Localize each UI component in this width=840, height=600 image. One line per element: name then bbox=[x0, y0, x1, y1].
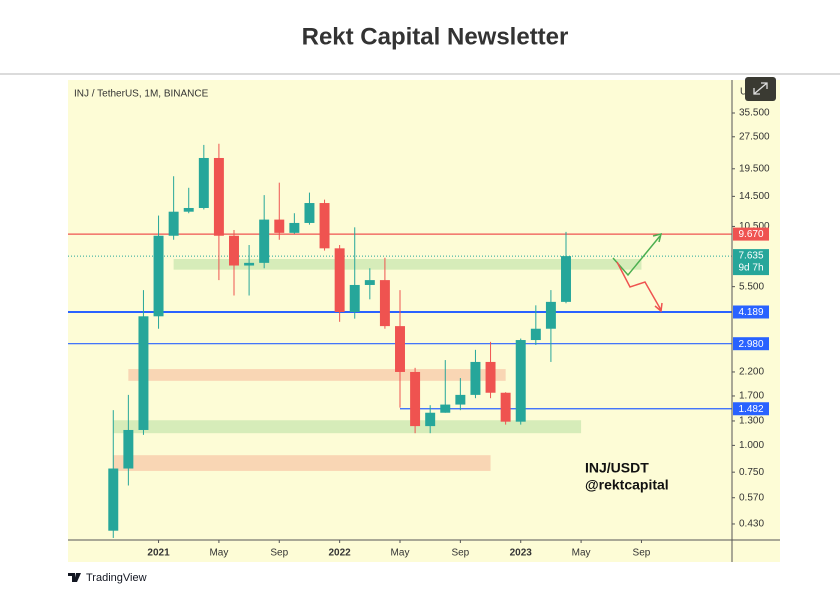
candle-body bbox=[138, 316, 149, 430]
y-tick-label: 35.500 bbox=[739, 108, 770, 119]
candle-body bbox=[319, 203, 330, 249]
chart bbox=[68, 143, 732, 538]
x-tick-label: Sep bbox=[633, 548, 651, 559]
x-tick-label: May bbox=[209, 548, 228, 559]
candle-body bbox=[153, 235, 164, 317]
level-price-label: 1.482 bbox=[738, 404, 763, 415]
candle-body bbox=[289, 222, 300, 233]
y-tick-label: 10.500 bbox=[739, 221, 770, 232]
y-tick-label: 2.200 bbox=[739, 367, 764, 378]
level-price-box bbox=[733, 227, 769, 241]
zone bbox=[128, 369, 506, 381]
candle-body bbox=[455, 394, 466, 405]
x-tick-label: May bbox=[391, 548, 410, 559]
x-tick-label: May bbox=[572, 548, 591, 559]
y-tick-label: 5.500 bbox=[739, 281, 764, 292]
y-tick-label: 0.570 bbox=[739, 492, 764, 503]
candle-body bbox=[274, 219, 285, 233]
candle-body bbox=[334, 248, 345, 312]
candle-body bbox=[545, 301, 556, 329]
candle-body bbox=[198, 157, 209, 208]
candle-body bbox=[183, 207, 194, 212]
y-tick-label: 0.430 bbox=[739, 519, 764, 530]
candle-body bbox=[259, 219, 270, 263]
last-price-label: 7.635 bbox=[738, 251, 763, 262]
bullish-arrowhead bbox=[652, 232, 663, 243]
candle-body bbox=[500, 392, 511, 422]
watermark-author: @rektcapital bbox=[585, 477, 669, 493]
y-tick-label: 1.000 bbox=[739, 440, 764, 451]
candle-body bbox=[485, 361, 496, 393]
y-tick-label: 27.500 bbox=[739, 131, 770, 142]
candle-body bbox=[364, 280, 375, 285]
candle-body bbox=[515, 340, 526, 422]
candle-body bbox=[108, 468, 119, 531]
zone bbox=[113, 420, 582, 434]
level-price-label: 4.189 bbox=[738, 307, 763, 318]
y-tick-label: 1.700 bbox=[739, 391, 764, 402]
watermark-pair: INJ/USDT bbox=[585, 460, 649, 476]
level-price-box bbox=[733, 305, 769, 319]
fullscreen-icon bbox=[753, 82, 768, 95]
zone bbox=[113, 455, 491, 471]
candle-body bbox=[379, 280, 390, 327]
x-tick-label: 2021 bbox=[147, 548, 170, 559]
candle-body bbox=[530, 328, 541, 341]
last-price-box bbox=[733, 249, 769, 276]
y-tick-label: 0.750 bbox=[739, 467, 764, 478]
candle-body bbox=[470, 361, 481, 395]
candle-body bbox=[440, 404, 451, 413]
candle-body bbox=[244, 262, 255, 266]
brand-logo bbox=[68, 573, 81, 582]
candle-body bbox=[425, 412, 436, 427]
level-price-box bbox=[733, 402, 769, 416]
candle-body bbox=[123, 429, 134, 469]
x-tick-label: Sep bbox=[451, 548, 469, 559]
candle-body bbox=[561, 256, 571, 302]
candle-body bbox=[395, 326, 405, 372]
candle-body bbox=[304, 203, 315, 223]
candle-body bbox=[410, 371, 421, 427]
zone bbox=[173, 259, 642, 270]
candle-body bbox=[168, 211, 179, 236]
x-tick-label: 2022 bbox=[329, 548, 352, 559]
level-price-label: 2.980 bbox=[738, 339, 763, 350]
newsletter-title: Rekt Capital Newsletter bbox=[302, 23, 569, 50]
bearish-arrowhead bbox=[654, 302, 663, 313]
symbol-label: INJ / TetherUS, 1M, BINANCE bbox=[74, 89, 209, 100]
y-tick-label: 19.500 bbox=[739, 163, 770, 174]
x-tick-label: Sep bbox=[270, 548, 288, 559]
candle-countdown: 9d 7h bbox=[738, 263, 763, 274]
level-price-box bbox=[733, 337, 769, 351]
x-tick-label: 2023 bbox=[510, 548, 533, 559]
y-tick-label: 1.300 bbox=[739, 416, 764, 427]
candle-body bbox=[229, 235, 239, 266]
bearish-arrow bbox=[616, 261, 662, 311]
level-price-label: 9.670 bbox=[738, 229, 763, 240]
candle-body bbox=[213, 157, 224, 236]
chart-panel bbox=[68, 80, 780, 562]
candle-body bbox=[349, 284, 360, 312]
brand-name: TradingView bbox=[86, 572, 147, 584]
y-tick-label: 14.500 bbox=[739, 191, 770, 202]
